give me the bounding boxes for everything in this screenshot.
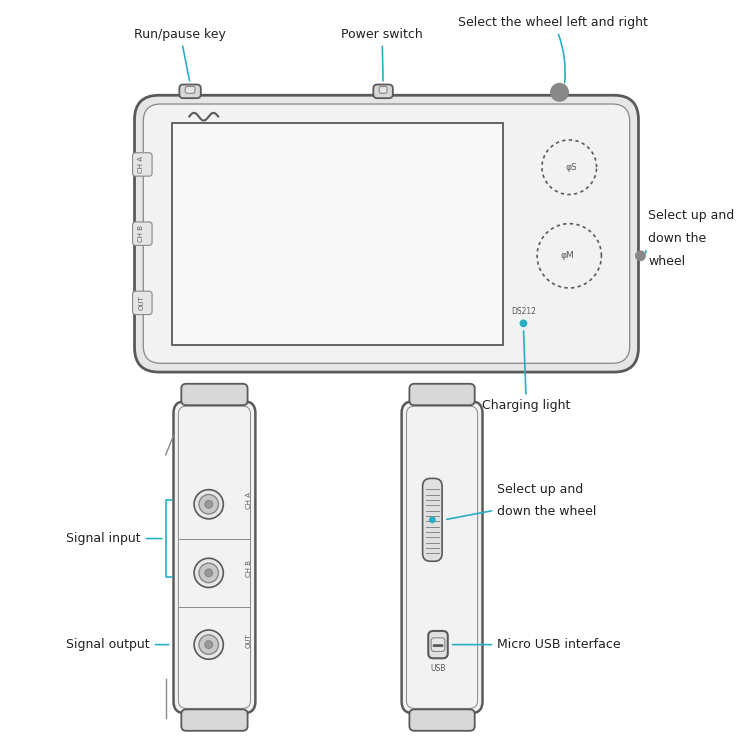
- Text: CH B: CH B: [138, 225, 144, 242]
- Text: CH A: CH A: [138, 156, 144, 173]
- FancyBboxPatch shape: [410, 384, 475, 405]
- FancyBboxPatch shape: [401, 401, 482, 713]
- Circle shape: [550, 83, 568, 101]
- FancyBboxPatch shape: [133, 153, 152, 176]
- FancyBboxPatch shape: [374, 85, 393, 98]
- Bar: [172, 122, 503, 345]
- FancyBboxPatch shape: [143, 104, 630, 363]
- Circle shape: [199, 634, 218, 654]
- Text: USB: USB: [430, 664, 445, 673]
- Circle shape: [194, 490, 224, 519]
- FancyBboxPatch shape: [410, 710, 475, 730]
- Text: CH A: CH A: [245, 492, 251, 508]
- Circle shape: [194, 558, 224, 587]
- Circle shape: [205, 640, 212, 649]
- FancyBboxPatch shape: [428, 631, 448, 658]
- FancyBboxPatch shape: [178, 406, 251, 708]
- Text: Signal output: Signal output: [66, 638, 169, 651]
- Text: Micro USB interface: Micro USB interface: [452, 638, 621, 651]
- Circle shape: [635, 251, 645, 261]
- Circle shape: [205, 569, 212, 577]
- Text: φM: φM: [560, 251, 574, 260]
- Text: φS: φS: [566, 163, 577, 172]
- Circle shape: [429, 517, 436, 524]
- FancyBboxPatch shape: [422, 478, 442, 561]
- FancyBboxPatch shape: [173, 401, 256, 713]
- FancyBboxPatch shape: [133, 222, 152, 245]
- Text: Signal input: Signal input: [66, 532, 162, 545]
- Circle shape: [205, 500, 212, 508]
- Circle shape: [199, 494, 218, 514]
- Circle shape: [435, 645, 436, 646]
- Text: Select up and
down the
wheel: Select up and down the wheel: [648, 209, 734, 268]
- Text: Select up and
down the wheel: Select up and down the wheel: [447, 483, 596, 519]
- Text: Run/pause key: Run/pause key: [134, 28, 226, 81]
- FancyBboxPatch shape: [179, 85, 201, 98]
- Circle shape: [555, 88, 565, 98]
- FancyBboxPatch shape: [182, 384, 248, 405]
- FancyBboxPatch shape: [185, 86, 195, 93]
- Circle shape: [194, 630, 224, 659]
- Circle shape: [199, 563, 218, 583]
- FancyBboxPatch shape: [133, 291, 152, 314]
- Circle shape: [437, 645, 439, 646]
- Text: OUT: OUT: [138, 296, 144, 310]
- FancyBboxPatch shape: [182, 710, 248, 730]
- Text: Select the wheel left and right: Select the wheel left and right: [458, 16, 648, 82]
- Text: OUT: OUT: [245, 633, 251, 648]
- Text: CH B: CH B: [245, 560, 251, 578]
- Circle shape: [433, 645, 435, 646]
- FancyBboxPatch shape: [431, 638, 445, 652]
- Circle shape: [441, 645, 442, 646]
- FancyBboxPatch shape: [380, 86, 387, 93]
- FancyBboxPatch shape: [406, 406, 478, 708]
- Circle shape: [520, 320, 527, 327]
- FancyBboxPatch shape: [134, 95, 638, 372]
- Text: Power switch: Power switch: [341, 28, 423, 81]
- Text: DS212: DS212: [511, 308, 536, 316]
- Circle shape: [440, 645, 441, 646]
- Text: Charging light: Charging light: [482, 331, 571, 412]
